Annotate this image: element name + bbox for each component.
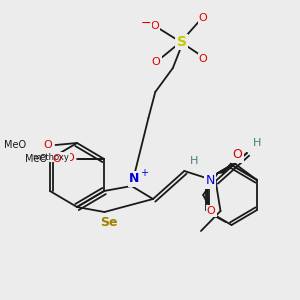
Text: O: O: [53, 154, 62, 164]
Text: O: O: [199, 13, 208, 23]
Text: O: O: [232, 148, 242, 161]
Text: Se: Se: [100, 215, 118, 229]
Text: −: −: [140, 16, 151, 29]
Text: O: O: [150, 21, 159, 31]
Text: methoxy: methoxy: [32, 152, 69, 161]
Text: O: O: [199, 54, 208, 64]
Text: O: O: [43, 140, 52, 150]
Text: H: H: [190, 156, 198, 166]
Text: O: O: [152, 57, 161, 67]
Text: N: N: [205, 175, 215, 188]
Text: MeO: MeO: [4, 140, 26, 150]
Text: O: O: [65, 153, 74, 163]
Text: +: +: [140, 168, 148, 178]
Text: N: N: [129, 172, 140, 185]
Text: MeO: MeO: [25, 154, 47, 164]
Text: H: H: [253, 138, 261, 148]
Text: S: S: [177, 35, 187, 49]
Text: O: O: [207, 206, 215, 216]
